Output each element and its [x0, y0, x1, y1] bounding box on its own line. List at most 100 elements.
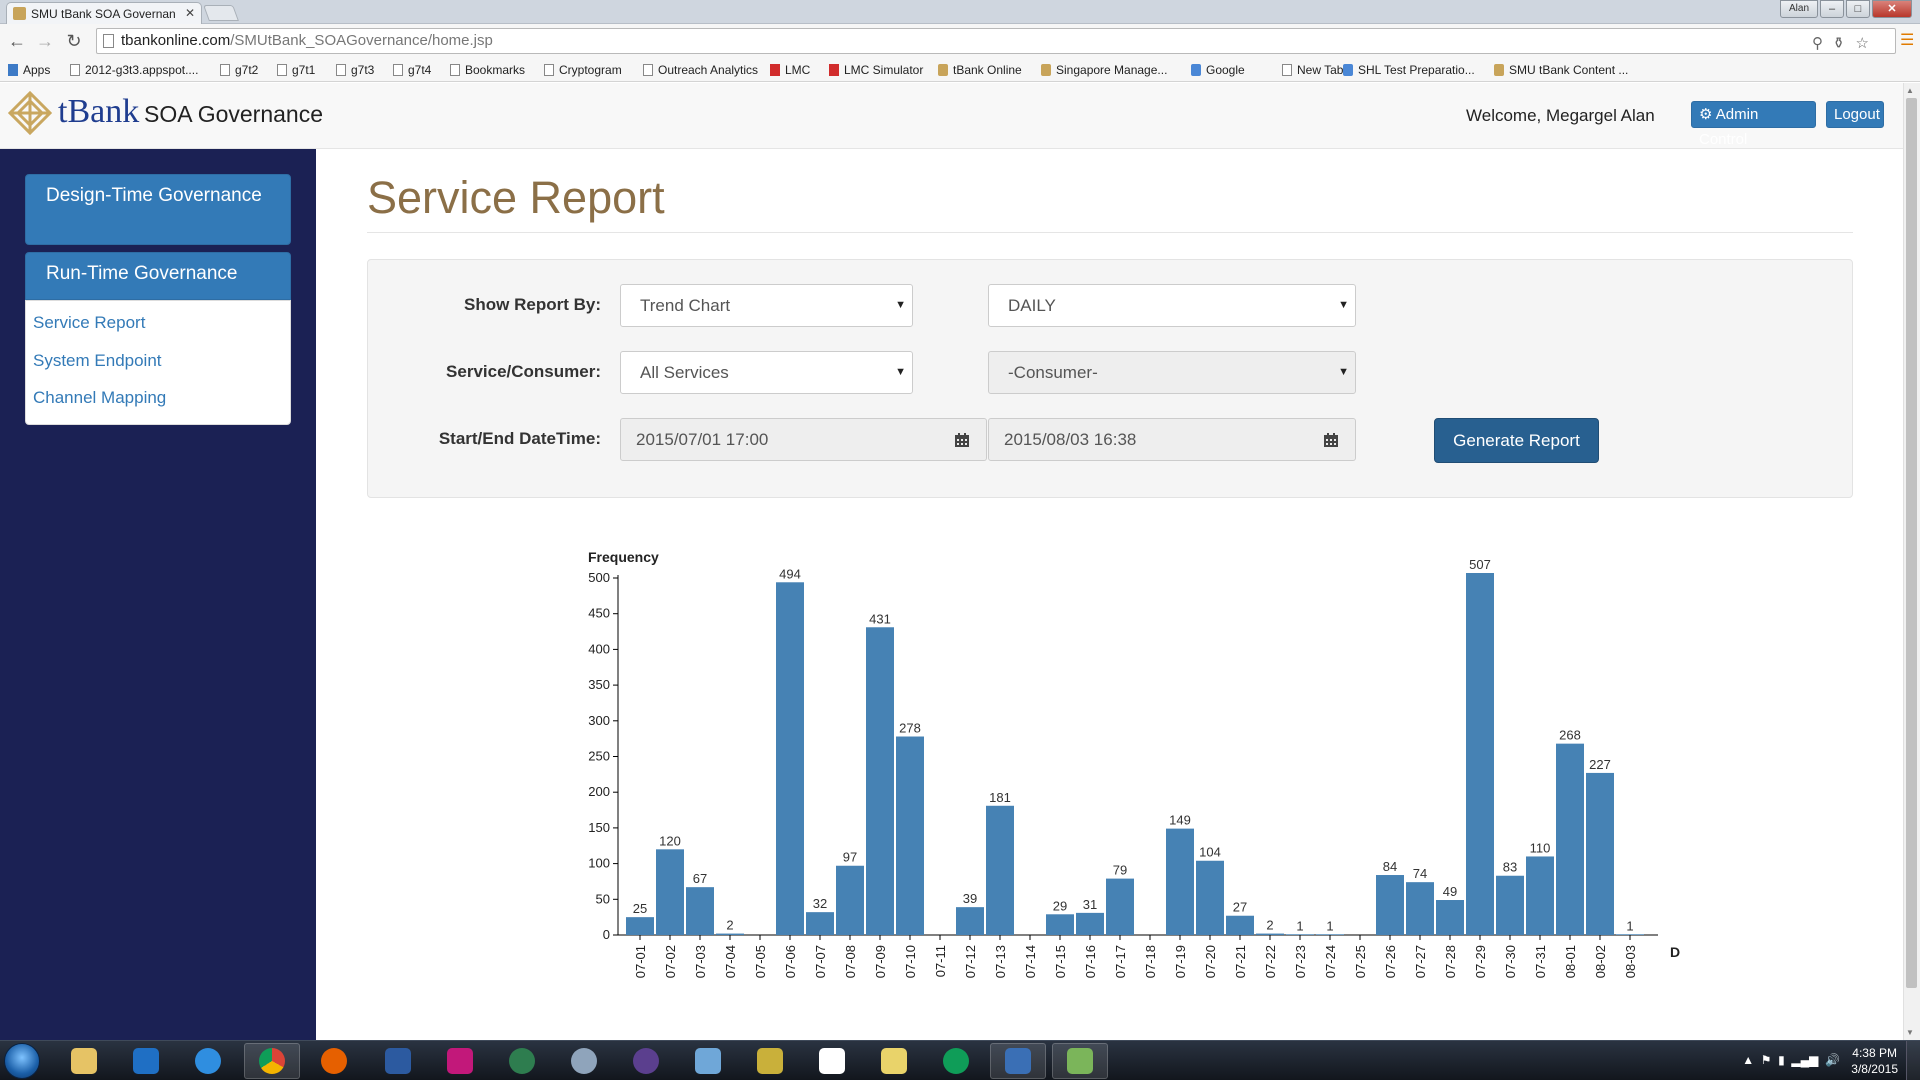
bookmark-item[interactable]: g7t3: [336, 63, 374, 77]
bar-07-02: [656, 849, 684, 935]
bookmark-item[interactable]: 2012-g3t3.appspot....: [70, 63, 198, 77]
page-icon: [103, 34, 114, 48]
service-select[interactable]: All Services ▼: [620, 351, 913, 394]
bookmark-item[interactable]: g7t4: [393, 63, 431, 77]
scrollbar-thumb[interactable]: [1906, 98, 1917, 988]
system-tray-icons[interactable]: ▲ ⚑ ▮ ▂▄▆ 🔊: [1742, 1053, 1840, 1067]
extension-icon[interactable]: ⚱: [1832, 35, 1845, 52]
notes-taskbar-icon[interactable]: [866, 1043, 922, 1079]
start-datetime-input[interactable]: 2015/07/01 17:00: [620, 418, 939, 461]
report-filter-panel: Show Report By: Trend Chart ▼ DAILY ▼ Se…: [367, 259, 1853, 498]
page-icon: [1282, 64, 1292, 76]
explorer-taskbar-icon[interactable]: [56, 1043, 112, 1079]
bar-07-29: [1466, 573, 1494, 935]
bookmark-item[interactable]: Singapore Manage...: [1041, 63, 1167, 77]
x-tick-label: 07-30: [1503, 945, 1518, 978]
bookmark-item[interactable]: Google: [1191, 63, 1245, 77]
y-tick-label: 50: [596, 891, 610, 906]
bookmark-item[interactable]: g7t1: [277, 63, 315, 77]
period-select[interactable]: DAILY ▼: [988, 284, 1356, 327]
address-bar[interactable]: tbankonline.com/SMUtBank_SOAGovernance/h…: [96, 28, 1896, 54]
bookmark-item[interactable]: g7t2: [220, 63, 258, 77]
start-button-icon[interactable]: [4, 1043, 40, 1079]
sidebar-item-service-report[interactable]: Service Report: [33, 313, 146, 332]
data-label: 83: [1503, 860, 1517, 875]
logout-button[interactable]: Logout: [1826, 101, 1884, 128]
zoom-icon[interactable]: ⚲: [1812, 35, 1823, 52]
bookmark-item[interactable]: LMC: [770, 63, 810, 77]
sidebar-item-system-endpoint[interactable]: System Endpoint: [33, 351, 162, 370]
hangouts-taskbar-icon[interactable]: [928, 1043, 984, 1079]
bookmark-label: tBank Online: [953, 63, 1022, 77]
end-datetime-input[interactable]: 2015/08/03 16:38: [988, 418, 1308, 461]
bookmark-label: LMC: [785, 63, 811, 77]
app-taskbar-icon[interactable]: [432, 1043, 488, 1079]
bookmark-item[interactable]: SHL Test Preparatio...: [1343, 63, 1475, 77]
settings-taskbar-icon[interactable]: [556, 1043, 612, 1079]
bookmark-item[interactable]: Bookmarks: [450, 63, 525, 77]
new-tab-button[interactable]: [203, 5, 239, 21]
x-tick-label: 07-27: [1413, 945, 1428, 978]
generate-report-button[interactable]: Generate Report: [1434, 418, 1599, 463]
taskbar-clock[interactable]: 4:38 PM 3/8/2015: [1851, 1045, 1898, 1077]
run-time-governance-panel[interactable]: Run-Time Governance: [25, 252, 291, 300]
spreadsheet-taskbar-icon[interactable]: [1052, 1043, 1108, 1079]
scroll-down-icon[interactable]: ▼: [1906, 1028, 1914, 1037]
internet-explorer-taskbar-icon[interactable]: [180, 1043, 236, 1079]
admin-control-button[interactable]: ⚙ Admin Control: [1691, 101, 1816, 148]
start-calendar-button[interactable]: [938, 418, 987, 461]
x-tick-label: 08-02: [1593, 945, 1608, 978]
bookmark-item[interactable]: Apps: [8, 63, 50, 77]
data-label: 268: [1559, 728, 1581, 743]
minimize-icon[interactable]: –: [1820, 0, 1844, 18]
tab-close-icon[interactable]: ✕: [184, 6, 195, 20]
netbeans-taskbar-icon[interactable]: [370, 1043, 426, 1079]
consumer-value: -Consumer-: [1008, 363, 1098, 382]
bookmark-item[interactable]: New Tab: [1282, 63, 1343, 77]
bookmark-item[interactable]: LMC Simulator: [829, 63, 923, 77]
apps-taskbar-icon[interactable]: [804, 1043, 860, 1079]
bookmark-item[interactable]: tBank Online: [938, 63, 1022, 77]
bookmark-item[interactable]: Cryptogram: [544, 63, 622, 77]
url-domain: tbankonline.com: [121, 32, 231, 49]
bookmark-star-icon[interactable]: ☆: [1855, 35, 1869, 52]
snagit-taskbar-icon[interactable]: [494, 1043, 550, 1079]
caret-down-icon: ▼: [895, 366, 906, 378]
clock-time: 4:38 PM: [1852, 1046, 1897, 1060]
data-label: 278: [899, 721, 921, 736]
chrome-menu-icon[interactable]: ☰: [1900, 32, 1915, 49]
consumer-select[interactable]: -Consumer- ▼: [988, 351, 1356, 394]
scroll-up-icon[interactable]: ▲: [1906, 86, 1914, 95]
chrome-taskbar-icon[interactable]: [244, 1043, 300, 1079]
show-desktop-button[interactable]: [1906, 1041, 1920, 1080]
close-window-icon[interactable]: ✕: [1872, 0, 1912, 18]
report-type-select[interactable]: Trend Chart ▼: [620, 284, 913, 327]
bar-07-21: [1226, 915, 1254, 935]
bookmark-label: g7t3: [351, 63, 375, 77]
bookmark-item[interactable]: SMU tBank Content ...: [1494, 63, 1628, 77]
people-icon: [336, 64, 346, 76]
firefox-taskbar-icon[interactable]: [306, 1043, 362, 1079]
apps-grid-icon: [8, 64, 18, 76]
reload-icon[interactable]: ↻: [66, 31, 82, 51]
eclipse-taskbar-icon[interactable]: [618, 1043, 674, 1079]
end-calendar-button[interactable]: [1307, 418, 1356, 461]
bar-07-28: [1436, 900, 1464, 935]
virtualbox-taskbar-icon[interactable]: [680, 1043, 736, 1079]
window-user-badge[interactable]: Alan: [1780, 0, 1818, 18]
forward-arrow-icon[interactable]: →: [36, 31, 54, 51]
tbank-logo-icon: [7, 90, 53, 136]
design-time-governance-panel[interactable]: Design-Time Governance: [25, 174, 291, 245]
back-arrow-icon[interactable]: ←: [8, 31, 26, 51]
bar-07-17: [1106, 878, 1134, 935]
outlook-taskbar-icon[interactable]: [118, 1043, 174, 1079]
bookmark-item[interactable]: Outreach Analytics: [643, 63, 758, 77]
remote-desktop-taskbar-icon[interactable]: [990, 1043, 1046, 1079]
browser-tab-active[interactable]: SMU tBank SOA Governan ✕: [6, 2, 202, 24]
keepass-taskbar-icon[interactable]: [742, 1043, 798, 1079]
data-label: 79: [1113, 863, 1127, 878]
bookmark-label: 2012-g3t3.appspot....: [85, 63, 199, 77]
bookmark-label: Apps: [23, 63, 51, 77]
maximize-icon[interactable]: □: [1846, 0, 1870, 18]
sidebar-item-channel-mapping[interactable]: Channel Mapping: [33, 388, 167, 407]
